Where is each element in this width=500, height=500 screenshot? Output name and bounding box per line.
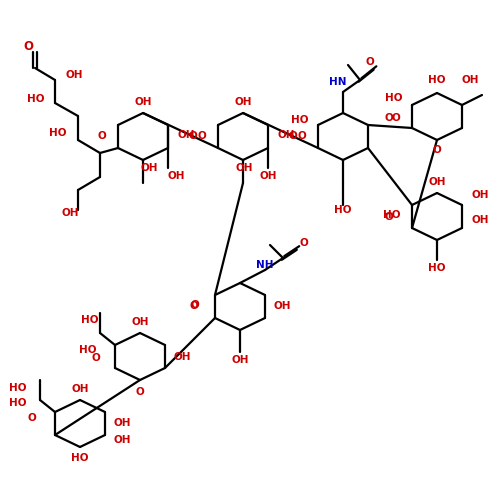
- Text: HO: HO: [386, 93, 403, 103]
- Text: OH: OH: [113, 435, 130, 445]
- Text: O: O: [27, 413, 36, 423]
- Text: O: O: [432, 145, 442, 155]
- Text: OH: OH: [278, 130, 295, 140]
- Text: OH: OH: [462, 75, 479, 85]
- Text: OH: OH: [131, 317, 149, 327]
- Text: OH: OH: [178, 130, 196, 140]
- Text: HO: HO: [8, 398, 26, 408]
- Text: O: O: [300, 238, 309, 248]
- Text: HO: HO: [80, 315, 98, 325]
- Text: OH: OH: [61, 208, 79, 218]
- Text: O: O: [288, 131, 298, 141]
- Text: OH: OH: [428, 177, 446, 187]
- Text: O: O: [188, 131, 198, 141]
- Text: HO: HO: [26, 94, 44, 104]
- Text: HO: HO: [428, 75, 446, 85]
- Text: O: O: [384, 212, 393, 222]
- Text: HO: HO: [78, 345, 96, 355]
- Text: OH: OH: [236, 163, 253, 173]
- Text: HO: HO: [50, 128, 67, 138]
- Text: O: O: [297, 131, 306, 141]
- Text: O: O: [97, 131, 106, 141]
- Text: OH: OH: [472, 215, 490, 225]
- Text: OH: OH: [231, 355, 249, 365]
- Text: OH: OH: [168, 171, 186, 181]
- Text: OH: OH: [65, 70, 82, 80]
- Text: HO: HO: [72, 453, 89, 463]
- Text: OH: OH: [472, 190, 490, 200]
- Text: OH: OH: [134, 97, 152, 107]
- Text: O: O: [384, 113, 393, 123]
- Text: HN: HN: [329, 77, 347, 87]
- Text: OH: OH: [174, 352, 192, 362]
- Text: O: O: [91, 353, 100, 363]
- Text: O: O: [190, 300, 199, 310]
- Text: O: O: [23, 40, 33, 54]
- Text: O: O: [197, 131, 206, 141]
- Text: OH: OH: [140, 163, 158, 173]
- Text: HO: HO: [382, 210, 400, 220]
- Text: OH: OH: [234, 97, 252, 107]
- Text: O: O: [391, 113, 400, 123]
- Text: O: O: [189, 301, 198, 311]
- Text: OH: OH: [113, 418, 130, 428]
- Text: OH: OH: [274, 301, 291, 311]
- Text: HO: HO: [290, 115, 308, 125]
- Text: HO: HO: [428, 263, 446, 273]
- Text: OH: OH: [259, 171, 277, 181]
- Text: HO: HO: [334, 205, 352, 215]
- Text: OH: OH: [72, 384, 89, 394]
- Text: O: O: [366, 57, 374, 67]
- Text: O: O: [136, 387, 144, 397]
- Text: NH: NH: [256, 260, 274, 270]
- Text: HO: HO: [8, 383, 26, 393]
